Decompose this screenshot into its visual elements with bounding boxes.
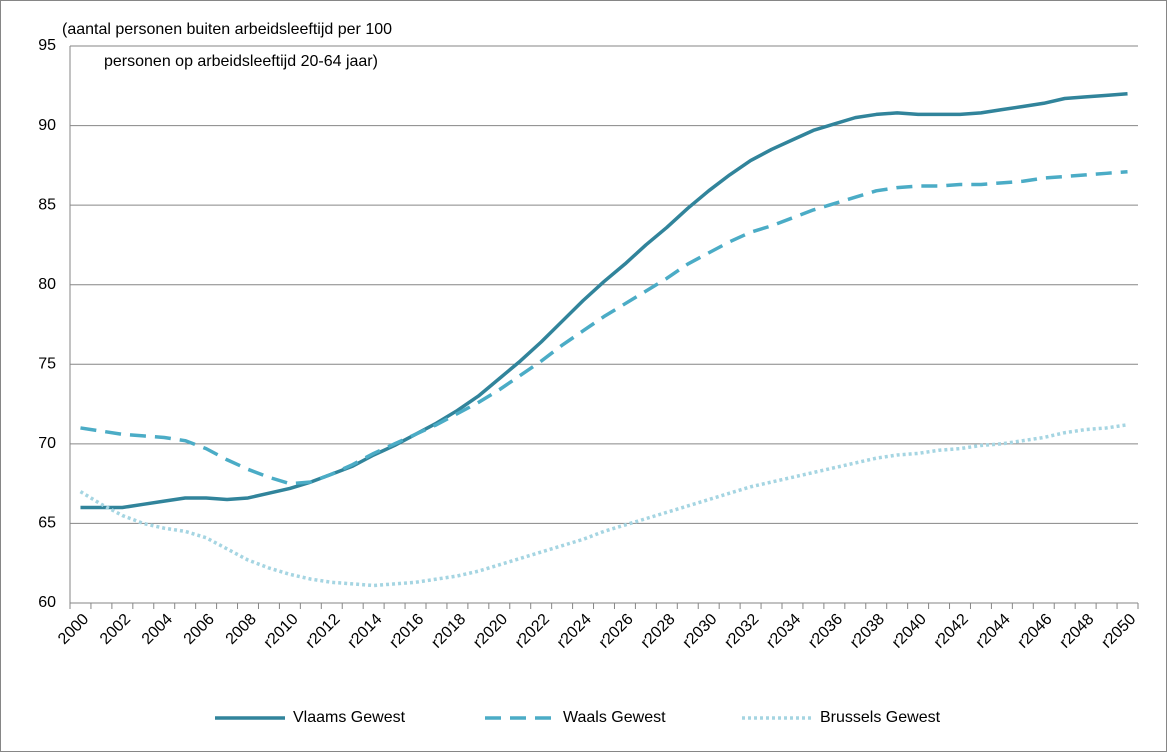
series-line xyxy=(80,91,1128,510)
y-tick-label: 95 xyxy=(38,37,56,54)
legend-label: Vlaams Gewest xyxy=(293,709,406,726)
y-tick-label: 60 xyxy=(38,594,56,611)
series-line xyxy=(80,169,1128,486)
y-tick-label: 65 xyxy=(38,515,56,532)
legend-label: Brussels Gewest xyxy=(820,709,941,726)
annotation-line: personen op arbeidsleeftijd 20-64 jaar) xyxy=(104,53,378,70)
annotation-line: (aantal personen buiten arbeidsleeftijd … xyxy=(62,21,392,38)
series-line xyxy=(79,423,1128,588)
legend-label: Waals Gewest xyxy=(563,709,666,726)
y-tick-label: 75 xyxy=(38,356,56,373)
y-tick-label: 80 xyxy=(38,276,56,293)
y-tick-label: 70 xyxy=(38,435,56,452)
y-tick-label: 90 xyxy=(38,117,56,134)
y-tick-label: 85 xyxy=(38,196,56,213)
